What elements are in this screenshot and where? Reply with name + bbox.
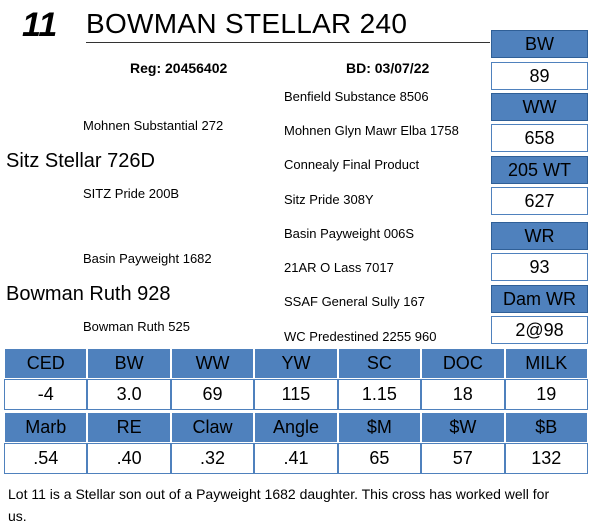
epd-header-ced: CED [4, 348, 88, 379]
g3-ancestor-7: SSAF General Sully 167 [284, 294, 425, 309]
birth-date: BD: 03/07/22 [346, 60, 430, 76]
epd-value-row-2: .54 .40 .32 .41 65 57 132 [4, 443, 588, 474]
ww-label: WW [491, 93, 588, 121]
epd-value-b: 132 [504, 443, 588, 474]
epd-header-re: RE [87, 412, 171, 443]
epd-value-milk: 19 [504, 379, 588, 410]
epd-value-m: 65 [337, 443, 422, 474]
epd-header-doc: DOC [421, 348, 505, 379]
epd-value-w: 57 [421, 443, 505, 474]
epd-value-angle: .41 [254, 443, 338, 474]
epd-header-ww: WW [170, 348, 255, 379]
wt205-label: 205 WT [491, 156, 588, 184]
title-underline [86, 42, 490, 43]
dam: Bowman Ruth 928 [6, 283, 171, 305]
bw-label: BW [491, 30, 588, 58]
epd-value-yw: 115 [254, 379, 338, 410]
wr-value: 93 [491, 253, 588, 281]
epd-value-doc: 18 [421, 379, 505, 410]
dam-wr-value: 2@98 [491, 316, 588, 344]
epd-header-claw: Claw [170, 412, 255, 443]
animal-name: BOWMAN STELLAR 240 [86, 8, 408, 39]
epd-header-yw: YW [254, 348, 338, 379]
epd-value-re: .40 [87, 443, 171, 474]
epd-value-claw: .32 [170, 443, 255, 474]
g3-ancestor-6: 21AR O Lass 7017 [284, 260, 394, 275]
dam-dam: Bowman Ruth 525 [83, 319, 190, 334]
wr-label: WR [491, 222, 588, 250]
dam-sire: Basin Payweight 1682 [83, 251, 212, 266]
epd-value-ced: -4 [4, 379, 88, 410]
epd-header-row-2: Marb RE Claw Angle $M $W $B [4, 412, 588, 443]
epd-header-bw: BW [87, 348, 171, 379]
wt205-value: 627 [491, 187, 588, 215]
epd-header-w: $W [421, 412, 505, 443]
bw-value: 89 [491, 62, 588, 90]
lot-description: Lot 11 is a Stellar son out of a Payweig… [8, 486, 550, 524]
epd-value-row-1: -4 3.0 69 115 1.15 18 19 [4, 379, 588, 410]
g3-ancestor-2: Mohnen Glyn Mawr Elba 1758 [284, 123, 459, 138]
g3-ancestor-5: Basin Payweight 006S [284, 226, 415, 241]
lot-number: 11 [22, 6, 58, 44]
epd-header-marb: Marb [4, 412, 88, 443]
sire-dam: SITZ Pride 200B [83, 186, 180, 201]
registration-number: Reg: 20456402 [130, 60, 228, 76]
sire-sire: Mohnen Substantial 272 [83, 118, 224, 133]
g3-ancestor-3: Connealy Final Product [284, 157, 420, 172]
epd-header-angle: Angle [254, 412, 338, 443]
epd-header-milk: MILK [504, 348, 588, 379]
epd-value-marb: .54 [4, 443, 88, 474]
dam-wr-label: Dam WR [491, 285, 588, 313]
epd-header-sc: SC [337, 348, 422, 379]
epd-header-m: $M [337, 412, 422, 443]
epd-header-b: $B [504, 412, 588, 443]
g3-ancestor-1: Benfield Substance 8506 [284, 89, 429, 104]
epd-value-sc: 1.15 [337, 379, 422, 410]
g3-ancestor-4: Sitz Pride 308Y [284, 192, 374, 207]
epd-value-ww: 69 [170, 379, 255, 410]
epd-value-bw: 3.0 [87, 379, 171, 410]
epd-header-row-1: CED BW WW YW SC DOC MILK [4, 348, 588, 379]
ww-value: 658 [491, 124, 588, 152]
g3-ancestor-8: WC Predestined 2255 960 [284, 329, 437, 344]
sire: Sitz Stellar 726D [6, 150, 155, 172]
